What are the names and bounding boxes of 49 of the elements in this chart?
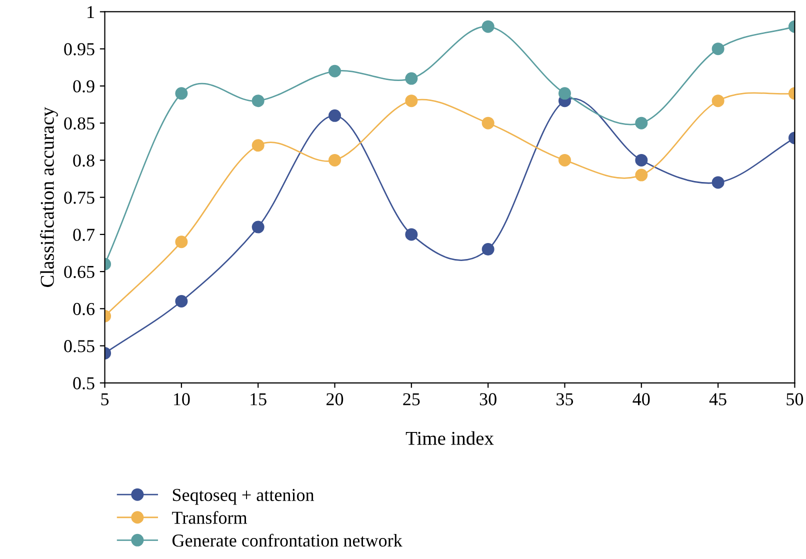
point xyxy=(405,94,418,108)
point xyxy=(175,87,188,100)
x-tick-label: 15 xyxy=(250,393,266,406)
point xyxy=(635,116,648,130)
y-tick-label: 0.7 xyxy=(73,228,95,241)
point xyxy=(558,87,571,100)
point xyxy=(328,109,342,122)
x-tick-label: 30 xyxy=(480,393,496,406)
point xyxy=(712,94,724,108)
y-tick-label: 0.85 xyxy=(64,117,94,130)
point xyxy=(252,94,264,108)
point xyxy=(175,295,188,308)
y-tick-label: 0.9 xyxy=(73,80,94,92)
point xyxy=(328,154,342,166)
x-tick-label: 50 xyxy=(786,393,804,406)
legend-label: Generate confrontation network xyxy=(172,534,402,547)
legend-label: Transform xyxy=(172,510,248,524)
point xyxy=(175,236,188,248)
y-tick-label: 0.5 xyxy=(73,377,94,390)
x-tick-label: 45 xyxy=(709,393,726,406)
x-axis-title: Time index xyxy=(406,431,494,445)
point xyxy=(482,20,494,33)
x-tick-label: 20 xyxy=(326,393,344,406)
y-tick-label: 1 xyxy=(88,6,94,18)
x-tick-label: 40 xyxy=(632,393,650,406)
point xyxy=(482,116,494,130)
y-tick-label: 0.75 xyxy=(64,192,94,204)
legend-label: Seqtoseq + attenion xyxy=(172,488,314,505)
point xyxy=(712,42,724,56)
point xyxy=(405,228,418,241)
x-tick-label: 10 xyxy=(174,393,190,406)
y-tick-label: 0.8 xyxy=(73,154,94,167)
point xyxy=(635,168,648,182)
point xyxy=(712,176,724,189)
point xyxy=(405,72,418,85)
y-tick-label: 0.6 xyxy=(73,302,95,316)
point xyxy=(558,154,571,166)
x-tick-label: 35 xyxy=(556,393,574,406)
y-axis-title: Classification accuracy xyxy=(40,106,58,287)
point xyxy=(328,64,342,78)
x-tick-label: 5 xyxy=(101,393,109,406)
x-tick-label: 25 xyxy=(403,393,420,406)
point xyxy=(482,243,494,256)
point xyxy=(635,154,648,166)
point xyxy=(252,139,264,152)
y-tick-label: 0.55 xyxy=(64,340,94,352)
y-tick-label: 0.65 xyxy=(64,266,94,278)
point xyxy=(252,220,264,234)
y-tick-label: 0.95 xyxy=(64,43,94,56)
